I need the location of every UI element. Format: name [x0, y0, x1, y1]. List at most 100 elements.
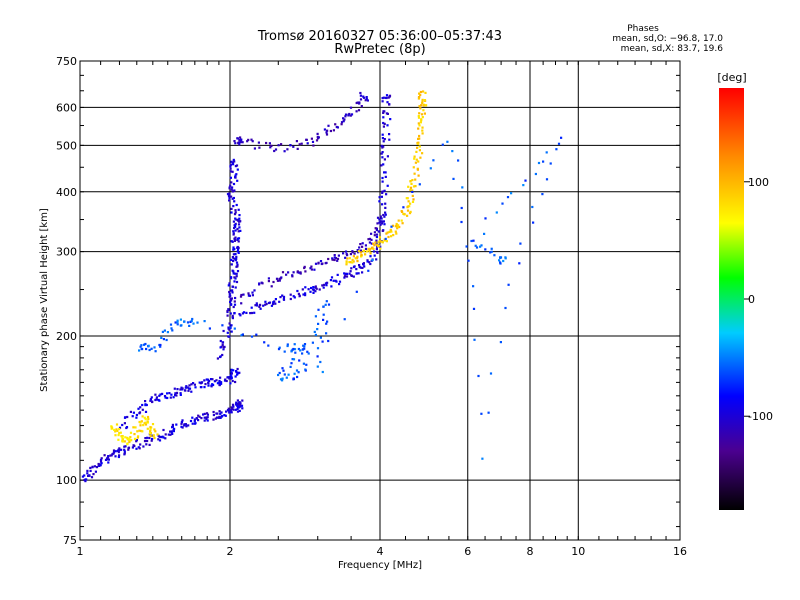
data-point: [369, 262, 372, 266]
data-point: [312, 291, 315, 294]
data-point: [373, 231, 376, 234]
data-point: [200, 386, 203, 389]
data-point: [190, 383, 193, 386]
data-point: [522, 184, 525, 187]
data-point: [406, 209, 410, 212]
data-point: [230, 299, 233, 302]
data-point: [560, 136, 563, 139]
data-point: [358, 102, 361, 105]
data-point: [367, 247, 370, 250]
data-point: [432, 159, 435, 162]
data-point: [414, 178, 417, 181]
data-point: [200, 417, 203, 420]
data-point: [318, 288, 321, 291]
data-point: [350, 113, 354, 116]
data-point: [219, 355, 222, 359]
data-point: [291, 358, 294, 361]
data-point: [229, 258, 233, 261]
data-point: [487, 411, 490, 414]
data-point: [239, 220, 242, 223]
data-point: [270, 304, 273, 307]
data-point: [148, 432, 152, 435]
data-point: [342, 117, 345, 120]
data-point: [193, 383, 196, 386]
data-point: [359, 251, 363, 254]
data-point: [281, 377, 284, 380]
data-point: [324, 303, 327, 306]
data-point: [357, 250, 360, 253]
data-point: [176, 319, 179, 322]
data-point: [180, 425, 183, 428]
data-point: [358, 264, 361, 267]
data-point: [127, 446, 131, 449]
colorbar-tick-label: 0: [748, 293, 755, 306]
data-point: [139, 443, 142, 446]
data-point: [305, 138, 308, 141]
data-point: [289, 293, 292, 296]
data-point: [347, 113, 350, 116]
data-point: [233, 303, 237, 306]
data-point: [229, 326, 232, 329]
data-point: [366, 259, 369, 262]
data-point: [397, 225, 400, 228]
data-point: [400, 219, 403, 222]
data-point: [268, 142, 271, 145]
data-point: [161, 330, 164, 333]
data-point: [249, 312, 252, 315]
data-point: [408, 205, 411, 208]
data-point: [234, 211, 237, 214]
data-point: [279, 277, 282, 280]
data-point: [228, 293, 231, 296]
data-point: [313, 268, 316, 271]
data-point: [327, 339, 330, 343]
data-point: [421, 101, 424, 104]
data-point: [306, 350, 309, 353]
data-point: [175, 423, 178, 426]
data-point: [180, 421, 183, 424]
data-point: [93, 465, 96, 468]
data-point: [190, 390, 193, 393]
data-point: [175, 391, 179, 394]
data-point: [229, 300, 232, 304]
data-point: [164, 433, 167, 436]
data-point: [282, 295, 286, 298]
data-point: [228, 411, 231, 414]
data-point: [129, 431, 133, 434]
data-point: [163, 395, 167, 398]
data-point: [219, 376, 222, 379]
data-point: [86, 472, 89, 475]
data-point: [231, 403, 235, 406]
data-point: [111, 426, 114, 429]
y-tick-label: 75: [63, 534, 77, 547]
data-point: [123, 450, 126, 453]
data-point: [251, 140, 254, 143]
data-point: [145, 347, 148, 351]
data-point: [319, 360, 322, 364]
data-point: [383, 215, 386, 218]
data-point: [322, 313, 325, 316]
data-point: [385, 112, 388, 115]
data-point: [84, 480, 87, 483]
data-point: [228, 335, 231, 338]
data-point: [151, 400, 154, 404]
data-point: [143, 440, 147, 443]
data-point: [361, 242, 364, 245]
data-point: [381, 191, 384, 194]
data-point: [310, 268, 313, 271]
data-point: [281, 367, 284, 370]
data-point: [235, 401, 238, 404]
data-point: [303, 347, 306, 350]
data-point: [545, 151, 548, 154]
data-point: [283, 150, 286, 153]
data-point: [477, 374, 480, 378]
data-point: [317, 136, 320, 139]
data-point: [305, 363, 308, 366]
data-point: [118, 432, 121, 435]
data-point: [314, 285, 317, 288]
data-point: [203, 412, 206, 415]
data-point: [191, 422, 194, 425]
data-point: [394, 225, 397, 228]
data-point: [162, 338, 165, 341]
data-point: [413, 157, 416, 160]
data-point: [114, 430, 117, 433]
